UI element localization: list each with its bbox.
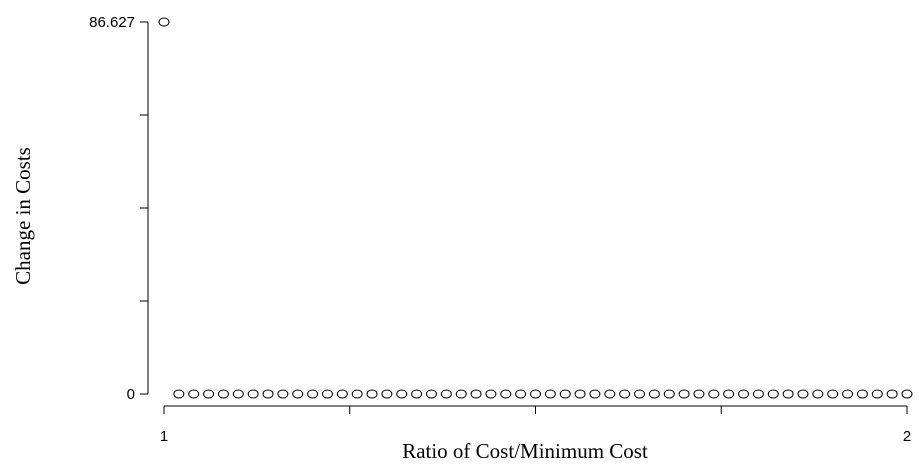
data-point bbox=[693, 389, 705, 399]
data-point bbox=[515, 389, 527, 399]
data-point bbox=[411, 389, 423, 399]
data-point bbox=[619, 389, 631, 399]
y-axis: 0 86.627 bbox=[89, 14, 149, 403]
data-point bbox=[767, 389, 779, 399]
data-point bbox=[530, 389, 541, 399]
data-point bbox=[292, 389, 304, 399]
data-point bbox=[440, 389, 452, 399]
data-point bbox=[544, 389, 556, 399]
data-point bbox=[842, 389, 854, 399]
data-point bbox=[604, 389, 616, 399]
data-point bbox=[485, 389, 497, 399]
data-point bbox=[188, 389, 200, 399]
data-point bbox=[782, 389, 794, 399]
y-tick-label: 86.627 bbox=[89, 14, 135, 31]
data-point bbox=[797, 389, 809, 399]
data-point bbox=[574, 389, 586, 399]
x-tick-label: 2 bbox=[903, 428, 911, 445]
data-point bbox=[455, 389, 467, 399]
data-point bbox=[752, 389, 764, 399]
data-point bbox=[856, 389, 868, 399]
data-point bbox=[589, 389, 601, 399]
data-point bbox=[232, 389, 244, 399]
x-tick-label: 1 bbox=[160, 428, 168, 445]
y-axis-title: Change in Costs bbox=[11, 147, 35, 285]
data-point bbox=[648, 389, 660, 399]
data-point bbox=[203, 389, 215, 399]
data-point bbox=[307, 389, 319, 399]
data-point bbox=[500, 389, 512, 399]
data-point bbox=[217, 389, 229, 399]
data-point bbox=[173, 389, 185, 399]
data-point bbox=[901, 389, 913, 399]
data-point bbox=[470, 389, 482, 399]
x-axis-title: Ratio of Cost/Minimum Cost bbox=[402, 439, 648, 463]
data-point bbox=[886, 389, 898, 399]
data-point bbox=[678, 389, 690, 399]
data-point bbox=[738, 389, 750, 399]
data-point bbox=[559, 389, 571, 399]
data-point bbox=[247, 389, 259, 399]
data-point bbox=[381, 389, 393, 399]
data-point bbox=[708, 389, 720, 399]
data-point bbox=[871, 389, 883, 399]
data-point bbox=[634, 389, 646, 399]
data-point bbox=[812, 389, 824, 399]
y-tick-label: 0 bbox=[127, 386, 135, 403]
data-point bbox=[396, 389, 408, 399]
data-point bbox=[262, 389, 274, 399]
data-point bbox=[827, 389, 839, 399]
data-point bbox=[321, 389, 333, 399]
data-point bbox=[277, 389, 289, 399]
data-point bbox=[351, 389, 363, 399]
data-point bbox=[663, 389, 675, 399]
data-point bbox=[158, 17, 170, 27]
data-point bbox=[723, 389, 735, 399]
data-point bbox=[336, 389, 348, 399]
data-point bbox=[425, 389, 437, 399]
data-point bbox=[366, 389, 378, 399]
data-points bbox=[158, 17, 913, 399]
